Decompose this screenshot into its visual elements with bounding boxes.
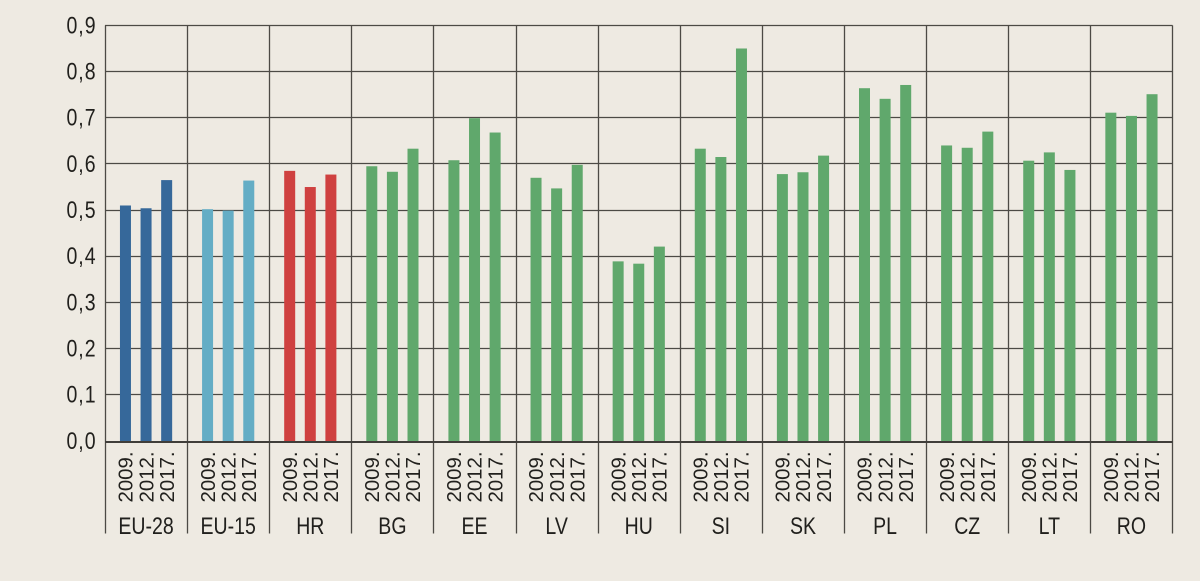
svg-text:HU: HU xyxy=(625,512,653,540)
svg-text:0,5: 0,5 xyxy=(67,196,97,224)
svg-text:2009.: 2009. xyxy=(444,451,466,502)
svg-text:2009.: 2009. xyxy=(690,451,712,502)
svg-text:EU-15: EU-15 xyxy=(201,512,256,540)
svg-text:2009.: 2009. xyxy=(116,451,138,502)
svg-text:RO: RO xyxy=(1117,512,1146,540)
svg-text:2009.: 2009. xyxy=(855,451,877,502)
svg-text:2012.: 2012. xyxy=(957,451,979,502)
svg-text:2012.: 2012. xyxy=(1122,451,1144,502)
svg-text:2012.: 2012. xyxy=(136,451,158,502)
svg-text:2017.: 2017. xyxy=(1060,451,1082,502)
svg-text:SI: SI xyxy=(712,512,730,540)
svg-text:2012.: 2012. xyxy=(547,451,569,502)
svg-text:0,2: 0,2 xyxy=(67,334,97,362)
svg-text:2012.: 2012. xyxy=(218,451,240,502)
svg-text:0,4: 0,4 xyxy=(67,242,97,270)
svg-text:2009.: 2009. xyxy=(1101,451,1123,502)
svg-text:2012.: 2012. xyxy=(793,451,815,502)
svg-text:SK: SK xyxy=(790,512,816,540)
svg-text:2012.: 2012. xyxy=(875,451,897,502)
svg-text:2017.: 2017. xyxy=(485,451,507,502)
svg-text:2009.: 2009. xyxy=(773,451,795,502)
svg-text:BG: BG xyxy=(378,512,406,540)
svg-text:0,8: 0,8 xyxy=(67,57,97,85)
svg-text:EU-28: EU-28 xyxy=(118,512,173,540)
svg-text:0,3: 0,3 xyxy=(67,288,97,316)
svg-text:2017.: 2017. xyxy=(239,451,261,502)
svg-text:0,9: 0,9 xyxy=(67,11,97,39)
svg-text:HR: HR xyxy=(296,512,324,540)
svg-text:2017.: 2017. xyxy=(896,451,918,502)
svg-text:2017.: 2017. xyxy=(978,451,1000,502)
svg-text:2009.: 2009. xyxy=(937,451,959,502)
svg-text:2017.: 2017. xyxy=(321,451,343,502)
svg-text:2017.: 2017. xyxy=(814,451,836,502)
svg-text:2009.: 2009. xyxy=(608,451,630,502)
svg-text:2009.: 2009. xyxy=(362,451,384,502)
svg-text:0,1: 0,1 xyxy=(67,381,97,409)
svg-text:2017.: 2017. xyxy=(567,451,589,502)
svg-text:0,7: 0,7 xyxy=(67,104,97,132)
svg-text:2017.: 2017. xyxy=(650,451,672,502)
svg-text:2009.: 2009. xyxy=(280,451,302,502)
svg-text:PL: PL xyxy=(873,512,897,540)
svg-text:2017.: 2017. xyxy=(732,451,754,502)
svg-text:2009.: 2009. xyxy=(1019,451,1041,502)
svg-text:CZ: CZ xyxy=(954,512,980,540)
svg-text:2017.: 2017. xyxy=(157,451,179,502)
svg-text:2012.: 2012. xyxy=(1040,451,1062,502)
svg-text:2012.: 2012. xyxy=(300,451,322,502)
svg-text:2017.: 2017. xyxy=(1142,451,1164,502)
svg-text:2012.: 2012. xyxy=(711,451,733,502)
svg-text:LV: LV xyxy=(545,512,568,540)
svg-text:EE: EE xyxy=(462,512,488,540)
svg-text:2017.: 2017. xyxy=(403,451,425,502)
svg-text:0,0: 0,0 xyxy=(67,427,97,455)
svg-text:2012.: 2012. xyxy=(383,451,405,502)
svg-text:2009.: 2009. xyxy=(526,451,548,502)
svg-text:2012.: 2012. xyxy=(629,451,651,502)
svg-text:0,6: 0,6 xyxy=(67,150,97,178)
svg-text:2012.: 2012. xyxy=(465,451,487,502)
svg-text:LT: LT xyxy=(1039,512,1060,540)
svg-text:2009.: 2009. xyxy=(198,451,220,502)
